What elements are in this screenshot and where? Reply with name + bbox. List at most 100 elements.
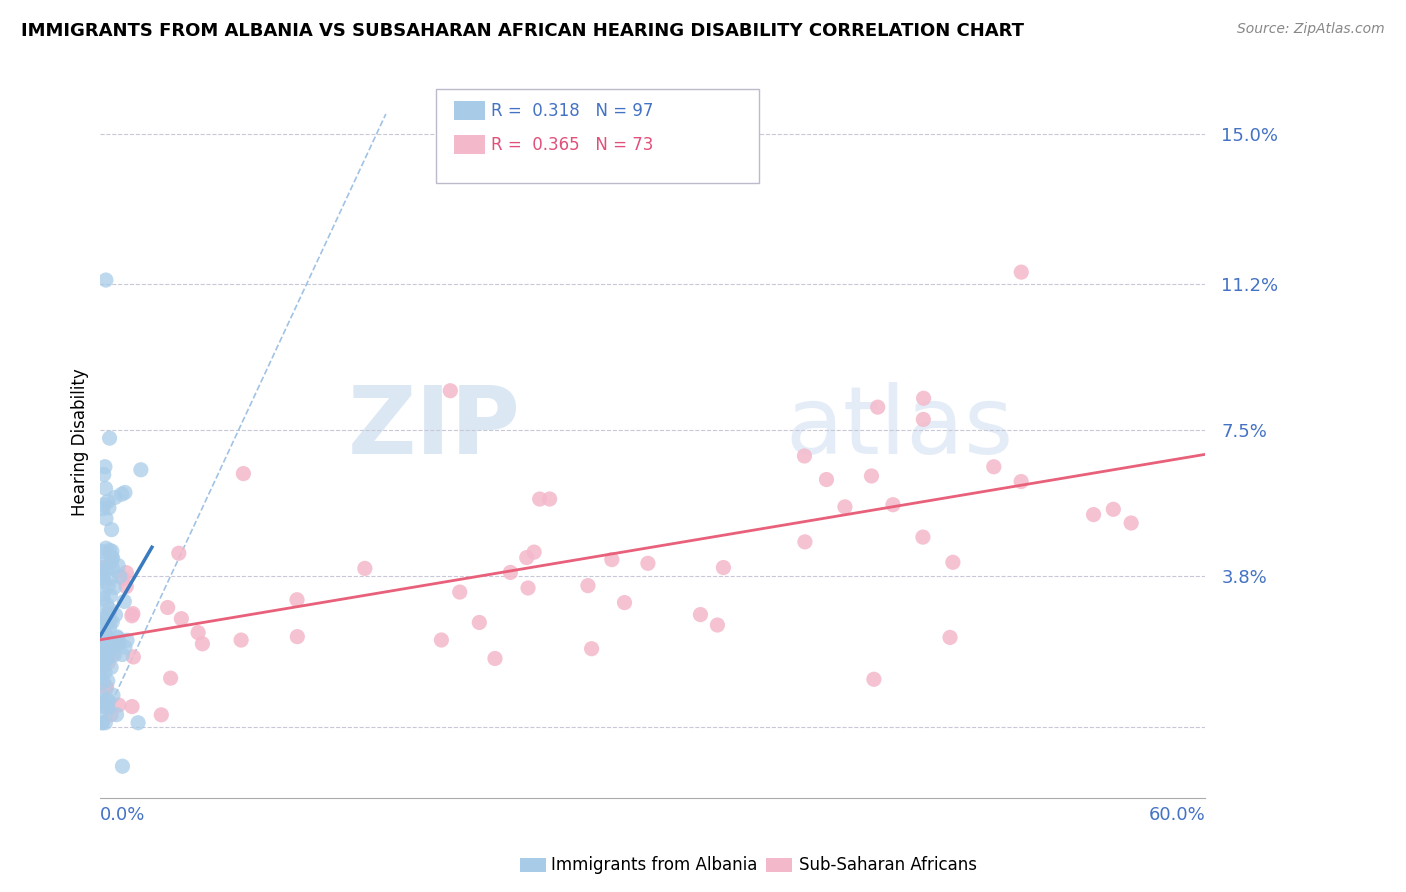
- Point: [93, 574, 115, 588]
- Point: [100, 639, 122, 653]
- Point: [93, 467, 115, 482]
- Point: [107, 635, 129, 649]
- Point: [97, 636, 120, 650]
- Point: [94, 693, 117, 707]
- Point: [600, 552, 623, 566]
- Point: [94, 681, 117, 696]
- Point: [94, 541, 117, 556]
- Point: [94, 647, 117, 661]
- Point: [98, 543, 121, 558]
- Point: [90, 645, 112, 659]
- Point: [98, 602, 121, 616]
- Point: [103, 581, 125, 595]
- Point: [1121, 516, 1143, 530]
- Point: [90, 609, 112, 624]
- Text: atlas: atlas: [786, 382, 1014, 474]
- Point: [91, 561, 114, 575]
- Point: [90, 647, 112, 661]
- Point: [97, 610, 120, 624]
- Point: [91, 568, 114, 582]
- Point: [94, 611, 117, 625]
- Point: [94, 665, 117, 680]
- Point: [105, 707, 128, 722]
- Point: [430, 632, 453, 647]
- Point: [98, 431, 121, 445]
- Point: [613, 596, 636, 610]
- Point: [100, 707, 122, 722]
- Point: [114, 485, 136, 500]
- Point: [90, 648, 112, 663]
- Point: [96, 638, 118, 652]
- Point: [516, 550, 538, 565]
- Point: [90, 624, 112, 638]
- Point: [94, 459, 117, 474]
- Text: IMMIGRANTS FROM ALBANIA VS SUBSAHARAN AFRICAN HEARING DISABILITY CORRELATION CHA: IMMIGRANTS FROM ALBANIA VS SUBSAHARAN AF…: [21, 22, 1024, 40]
- Point: [107, 631, 129, 645]
- Point: [97, 500, 120, 515]
- Point: [1010, 475, 1032, 489]
- Point: [449, 585, 471, 599]
- Point: [97, 673, 120, 688]
- Text: R =  0.365   N = 73: R = 0.365 N = 73: [491, 136, 652, 153]
- Point: [93, 616, 115, 631]
- Point: [94, 511, 117, 525]
- Point: [104, 607, 127, 622]
- Point: [97, 494, 120, 508]
- Point: [96, 562, 118, 576]
- Point: [581, 641, 603, 656]
- Point: [90, 653, 112, 667]
- Point: [121, 699, 143, 714]
- Point: [91, 501, 114, 516]
- Point: [91, 656, 114, 670]
- Point: [98, 620, 121, 634]
- Point: [834, 500, 856, 514]
- Point: [114, 640, 136, 655]
- Point: [576, 579, 599, 593]
- Point: [689, 607, 711, 622]
- Point: [468, 615, 491, 630]
- Point: [105, 630, 128, 644]
- Point: [91, 560, 114, 574]
- Point: [115, 580, 138, 594]
- Point: [793, 449, 815, 463]
- Point: [94, 273, 117, 287]
- Point: [191, 637, 214, 651]
- Point: [115, 566, 138, 580]
- Point: [882, 498, 904, 512]
- Point: [127, 715, 149, 730]
- Point: [103, 648, 125, 662]
- Point: [90, 671, 112, 685]
- Text: 0.0%: 0.0%: [100, 805, 146, 823]
- Text: Immigrants from Albania: Immigrants from Albania: [551, 856, 758, 874]
- Point: [1010, 265, 1032, 279]
- Point: [97, 579, 120, 593]
- Point: [91, 659, 114, 673]
- Point: [115, 633, 138, 648]
- Point: [98, 572, 121, 586]
- Point: [484, 651, 506, 665]
- Point: [98, 615, 121, 629]
- Text: Sub-Saharan Africans: Sub-Saharan Africans: [799, 856, 977, 874]
- Point: [353, 561, 375, 575]
- Point: [112, 594, 135, 608]
- Point: [100, 660, 122, 674]
- Point: [538, 491, 561, 506]
- Point: [706, 618, 728, 632]
- Point: [94, 715, 117, 730]
- Point: [523, 545, 546, 559]
- Point: [90, 688, 112, 702]
- Point: [91, 587, 114, 601]
- Point: [104, 637, 127, 651]
- Point: [96, 680, 118, 694]
- Point: [107, 636, 129, 650]
- Point: [98, 633, 121, 648]
- Point: [91, 630, 114, 644]
- Point: [91, 660, 114, 674]
- Point: [122, 607, 145, 621]
- Point: [100, 589, 122, 603]
- Point: [1083, 508, 1105, 522]
- Point: [911, 530, 934, 544]
- Point: [94, 481, 117, 495]
- Point: [90, 647, 112, 661]
- Point: [94, 641, 117, 656]
